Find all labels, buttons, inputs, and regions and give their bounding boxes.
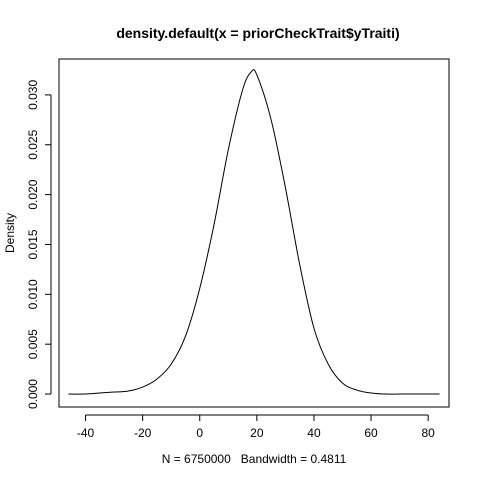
y-axis-label: Density	[3, 213, 17, 253]
x-tick-label: 60	[364, 426, 378, 440]
x-tick-label: 40	[307, 426, 321, 440]
x-axis: -40 -20 0 20 40 60 80	[77, 414, 435, 440]
density-curve	[68, 69, 440, 395]
plot-area-box	[58, 58, 450, 408]
y-tick-label: 0.005	[26, 329, 40, 359]
y-tick-label: 0.000	[26, 379, 40, 409]
x-tick-label: 80	[421, 426, 435, 440]
y-tick-label: 0.015	[26, 229, 40, 259]
y-axis: 0.000 0.005 0.010 0.015 0.020 0.025 0.030	[26, 80, 52, 409]
y-tick-label: 0.030	[26, 80, 40, 110]
x-axis-label: N = 6750000 Bandwidth = 0.4811	[162, 452, 347, 466]
x-tick-label: -40	[77, 426, 95, 440]
x-tick-label: 0	[196, 426, 203, 440]
y-tick-label: 0.010	[26, 279, 40, 309]
x-tick-label: 20	[250, 426, 264, 440]
y-tick-label: 0.020	[26, 179, 40, 209]
y-tick-label: 0.025	[26, 129, 40, 159]
x-tick-label: -20	[134, 426, 152, 440]
chart-title: density.default(x = priorCheckTrait$yTra…	[116, 25, 399, 41]
